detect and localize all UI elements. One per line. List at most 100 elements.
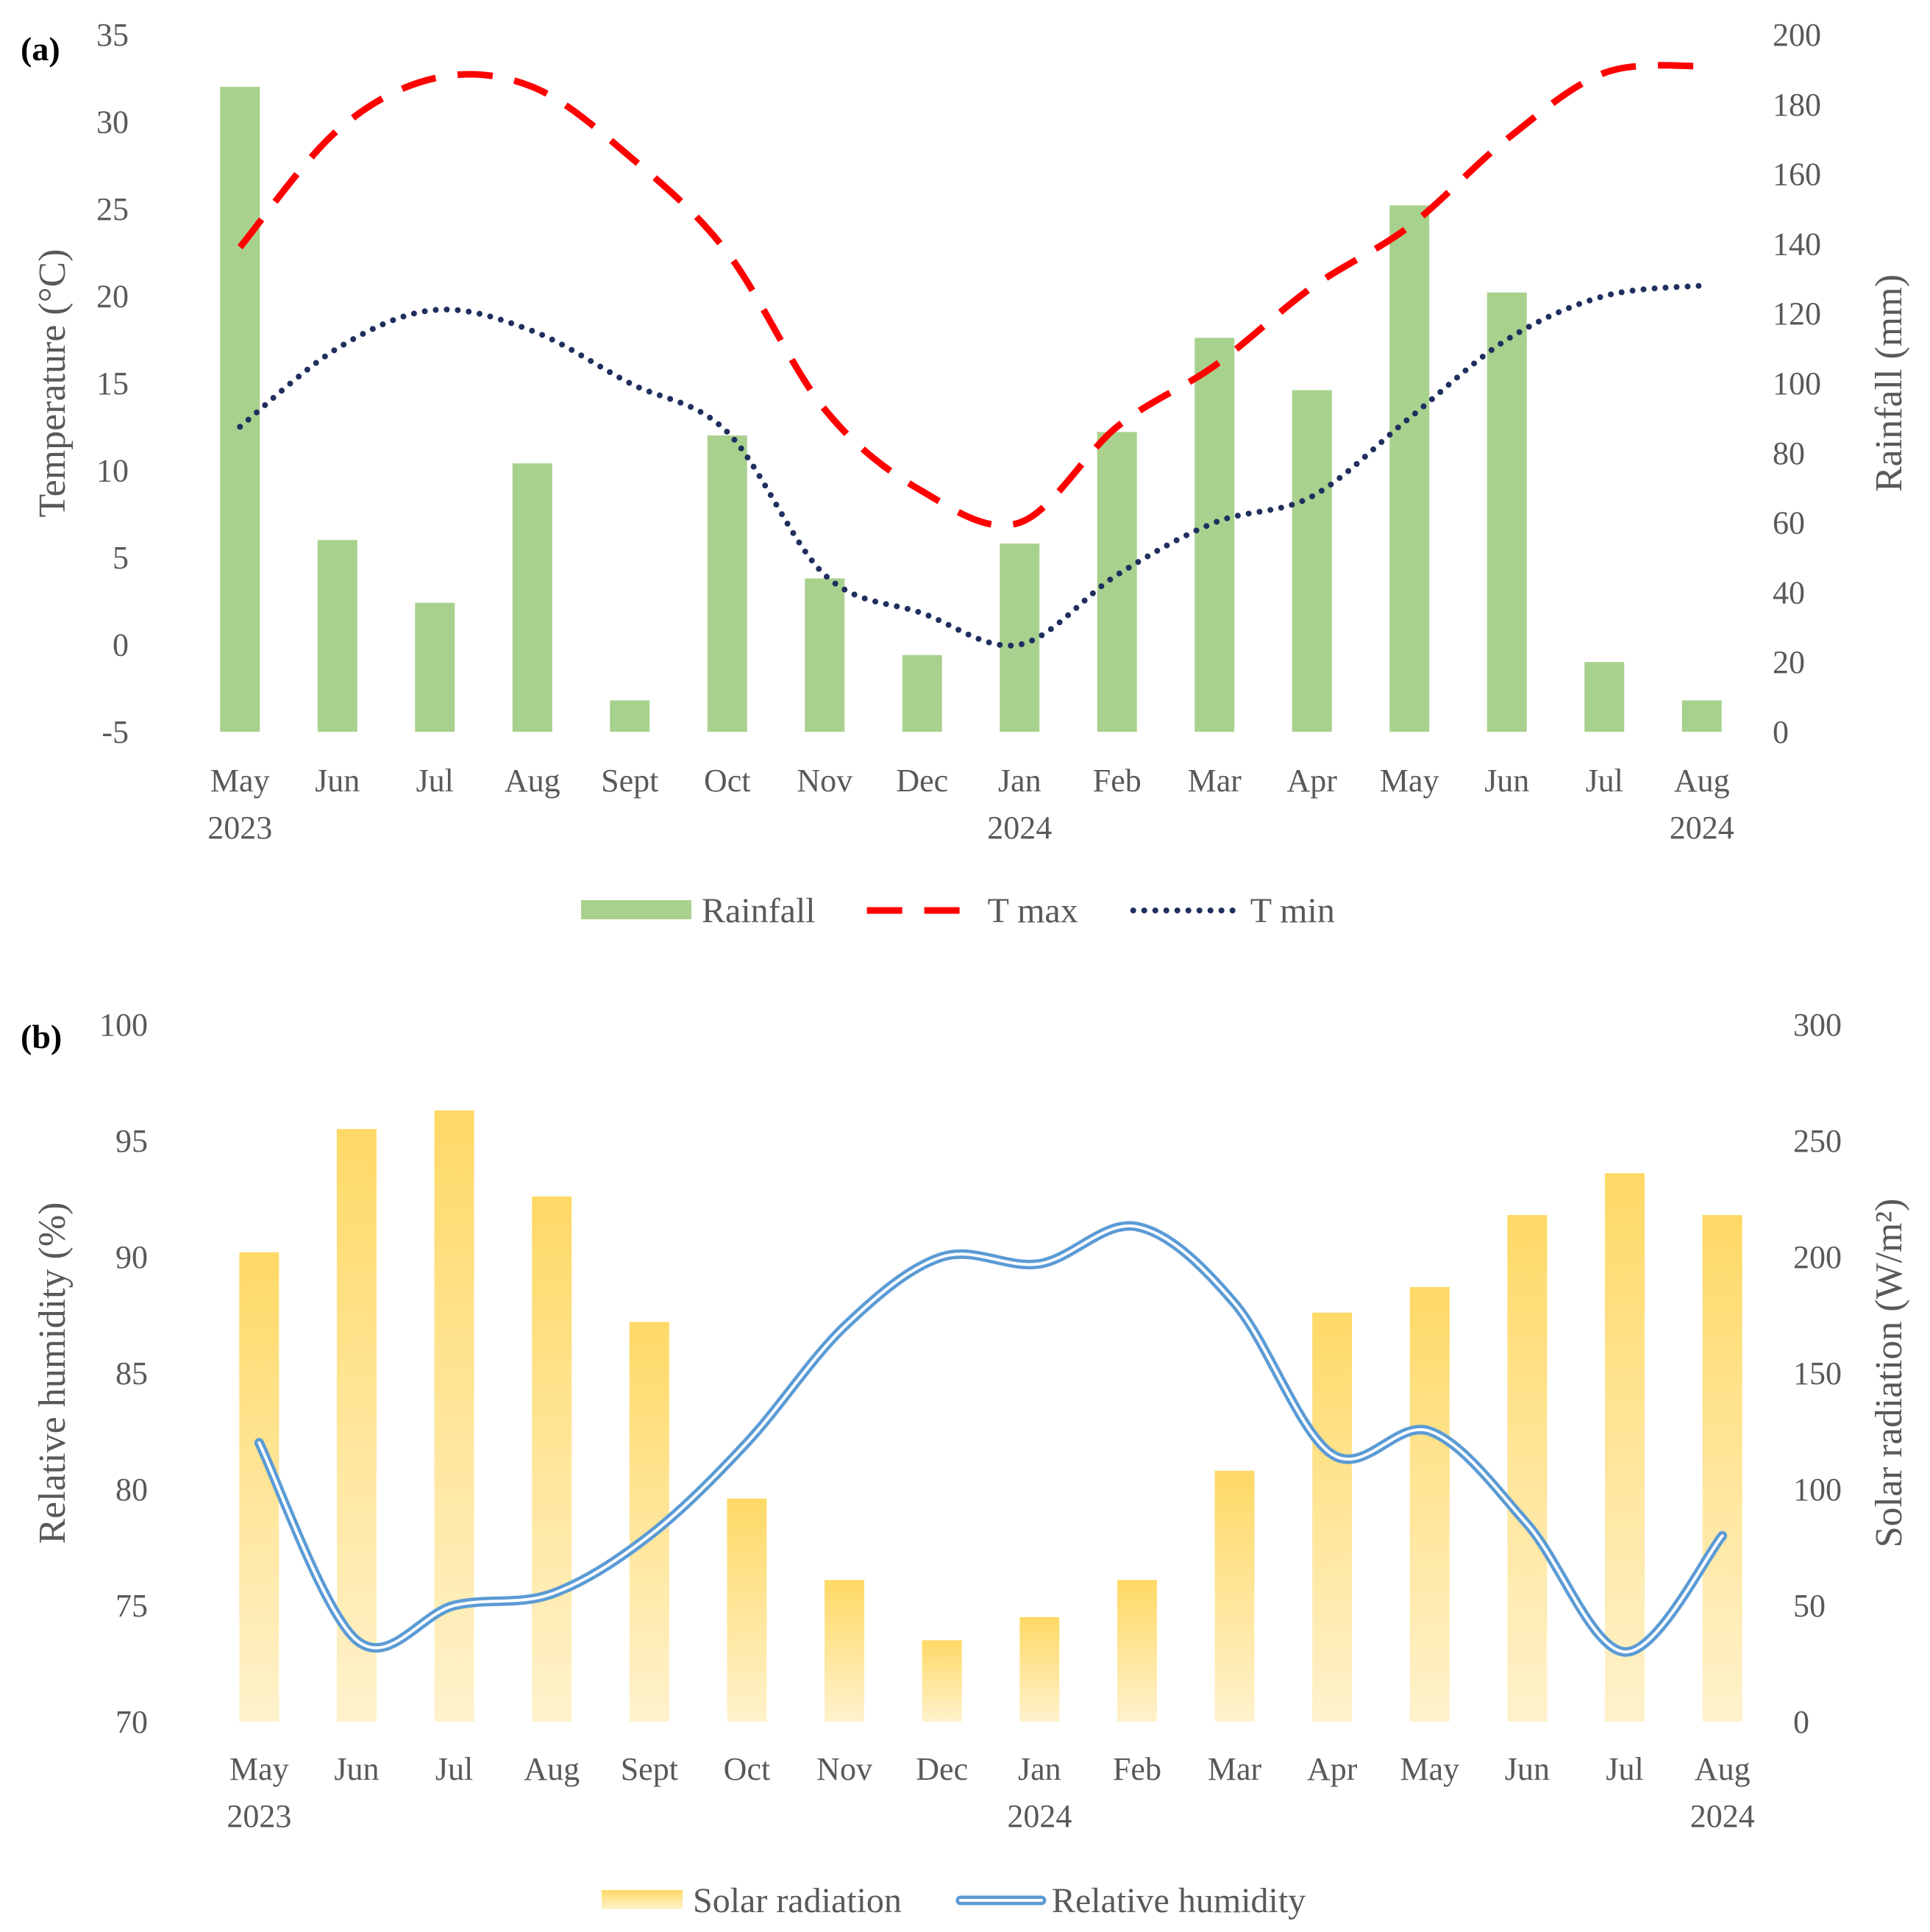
bar-rainfall [1292, 390, 1332, 732]
y-right-tick-label: 160 [1773, 157, 1821, 193]
x-tick-label: Mar [1188, 763, 1242, 799]
y-right-tick-label: 40 [1773, 574, 1805, 610]
y-left-tick-label: 90 [115, 1239, 148, 1275]
y-left-tick-label: 85 [115, 1355, 148, 1391]
y-left-tick-label: 5 [113, 540, 129, 576]
legend-solar-radiation-label: Solar radiation [693, 1881, 902, 1920]
legend-rainfall-label: Rainfall [702, 891, 816, 930]
y-left-axis-title: Temperature (°C) [32, 249, 74, 517]
line-relative-humidity-inner [257, 1224, 1724, 1654]
bar-solar-radiation [1409, 1287, 1450, 1722]
bar-solar-radiation [1117, 1580, 1157, 1722]
legend-relative-humidity-label: Relative humidity [1052, 1881, 1306, 1920]
y-left-tick-label: 20 [96, 279, 129, 315]
y-left-axis-title: Relative humidity (%) [32, 1202, 74, 1544]
x-tick-label: Aug [524, 1751, 580, 1787]
bar-rainfall [220, 87, 260, 732]
x-tick-label: May [1400, 1751, 1459, 1787]
y-right-tick-label: 300 [1793, 1007, 1842, 1043]
y-right-axis-title: Solar radiation (W/m²) [1868, 1199, 1910, 1548]
bar-solar-radiation [239, 1252, 279, 1722]
bar-solar-radiation [1214, 1470, 1255, 1722]
panel-label: (b) [21, 1018, 62, 1055]
x-tick-label: Dec [916, 1751, 968, 1787]
bar-rainfall [1097, 432, 1137, 732]
bar-rainfall [1584, 662, 1625, 732]
x-tick-label: Jan [1018, 1751, 1061, 1787]
bar-rainfall [1681, 700, 1722, 732]
x-tick-label: Nov [816, 1751, 872, 1787]
legend-rainfall-swatch [581, 900, 691, 919]
y-left-tick-label: 15 [96, 366, 129, 402]
bar-solar-radiation [825, 1580, 865, 1722]
y-left-tick-label: 30 [96, 104, 129, 140]
y-right-tick-label: 200 [1773, 17, 1821, 53]
legend-t-max-label: T max [988, 891, 1078, 930]
bar-solar-radiation [1507, 1215, 1548, 1722]
y-left-tick-label: 10 [96, 453, 129, 489]
x-year-label: 2024 [1690, 1798, 1755, 1834]
bar-solar-radiation [922, 1640, 962, 1722]
x-tick-label: Oct [724, 1751, 771, 1787]
bar-solar-radiation [727, 1498, 767, 1722]
legend-solar-radiation-swatch [602, 1890, 683, 1909]
panel-label: (a) [21, 30, 60, 68]
bar-rainfall [1000, 543, 1040, 732]
y-left-tick-label: 80 [115, 1472, 148, 1508]
bar-rainfall [1486, 292, 1527, 732]
bar-solar-radiation [336, 1129, 377, 1722]
y-left-tick-label: 35 [96, 17, 129, 53]
line-t-min [237, 282, 1705, 649]
y-right-tick-label: 0 [1793, 1704, 1809, 1740]
y-right-tick-label: 140 [1773, 226, 1821, 262]
bar-rainfall [805, 578, 845, 732]
y-left-tick-label: 95 [115, 1123, 148, 1159]
bar-rainfall [1389, 205, 1430, 732]
y-right-tick-label: 200 [1793, 1239, 1842, 1275]
y-left-tick-label: 75 [115, 1588, 148, 1624]
y-right-tick-label: 0 [1773, 714, 1789, 750]
x-tick-label: Aug [1674, 763, 1730, 799]
x-tick-label: Apr [1307, 1751, 1358, 1787]
chart-a: (a) -5 0 5 10 15 20 25 30 35 0 20 40 60 80 100 120 140 160… [21, 17, 1910, 930]
bar-solar-radiation [434, 1110, 474, 1722]
x-tick-label: Oct [704, 763, 751, 799]
y-left-tick-label: 25 [96, 191, 129, 227]
x-tick-label: Dec [896, 763, 948, 799]
x-tick-label: Apr [1287, 763, 1338, 799]
bar-rainfall [902, 655, 942, 732]
y-right-tick-label: 100 [1773, 366, 1821, 402]
x-tick-label: Jul [1586, 763, 1623, 799]
y-right-tick-label: 60 [1773, 505, 1805, 541]
x-tick-label: Mar [1208, 1751, 1262, 1787]
bar-solar-radiation [1702, 1215, 1742, 1722]
y-right-tick-label: 150 [1793, 1355, 1842, 1391]
x-tick-label: Jun [1484, 763, 1529, 799]
line-relative-humidity [254, 1221, 1728, 1657]
y-right-tick-label: 20 [1773, 644, 1805, 680]
x-tick-label: Aug [1695, 1751, 1751, 1787]
x-year-label: 2024 [1007, 1798, 1072, 1834]
chart-b: (b) 70 75 80 85 90 95 100 0 50 100 150 200 250 300 Rela… [21, 1007, 1910, 1920]
x-year-label: 2023 [207, 810, 272, 846]
x-tick-label: Jul [416, 763, 454, 799]
bar-solar-radiation [532, 1196, 572, 1722]
bar-solar-radiation [1312, 1312, 1353, 1722]
bar-rainfall [317, 540, 357, 732]
y-left-tick-label: 70 [115, 1704, 148, 1740]
y-right-tick-label: 250 [1793, 1123, 1842, 1159]
x-tick-label: Jan [998, 763, 1041, 799]
x-tick-label: Jun [315, 763, 360, 799]
x-year-label: 2024 [987, 810, 1052, 846]
x-year-label: 2023 [227, 1798, 291, 1834]
bar-solar-radiation [1019, 1616, 1060, 1722]
y-left-tick-label: 100 [99, 1007, 148, 1043]
x-tick-label: Jul [1606, 1751, 1643, 1787]
x-tick-label: May [210, 763, 270, 799]
y-right-tick-label: 50 [1793, 1588, 1826, 1624]
x-tick-label: Aug [505, 763, 560, 799]
x-tick-label: Jun [334, 1751, 379, 1787]
x-tick-label: Sept [601, 763, 658, 799]
x-tick-label: Nov [797, 763, 852, 799]
